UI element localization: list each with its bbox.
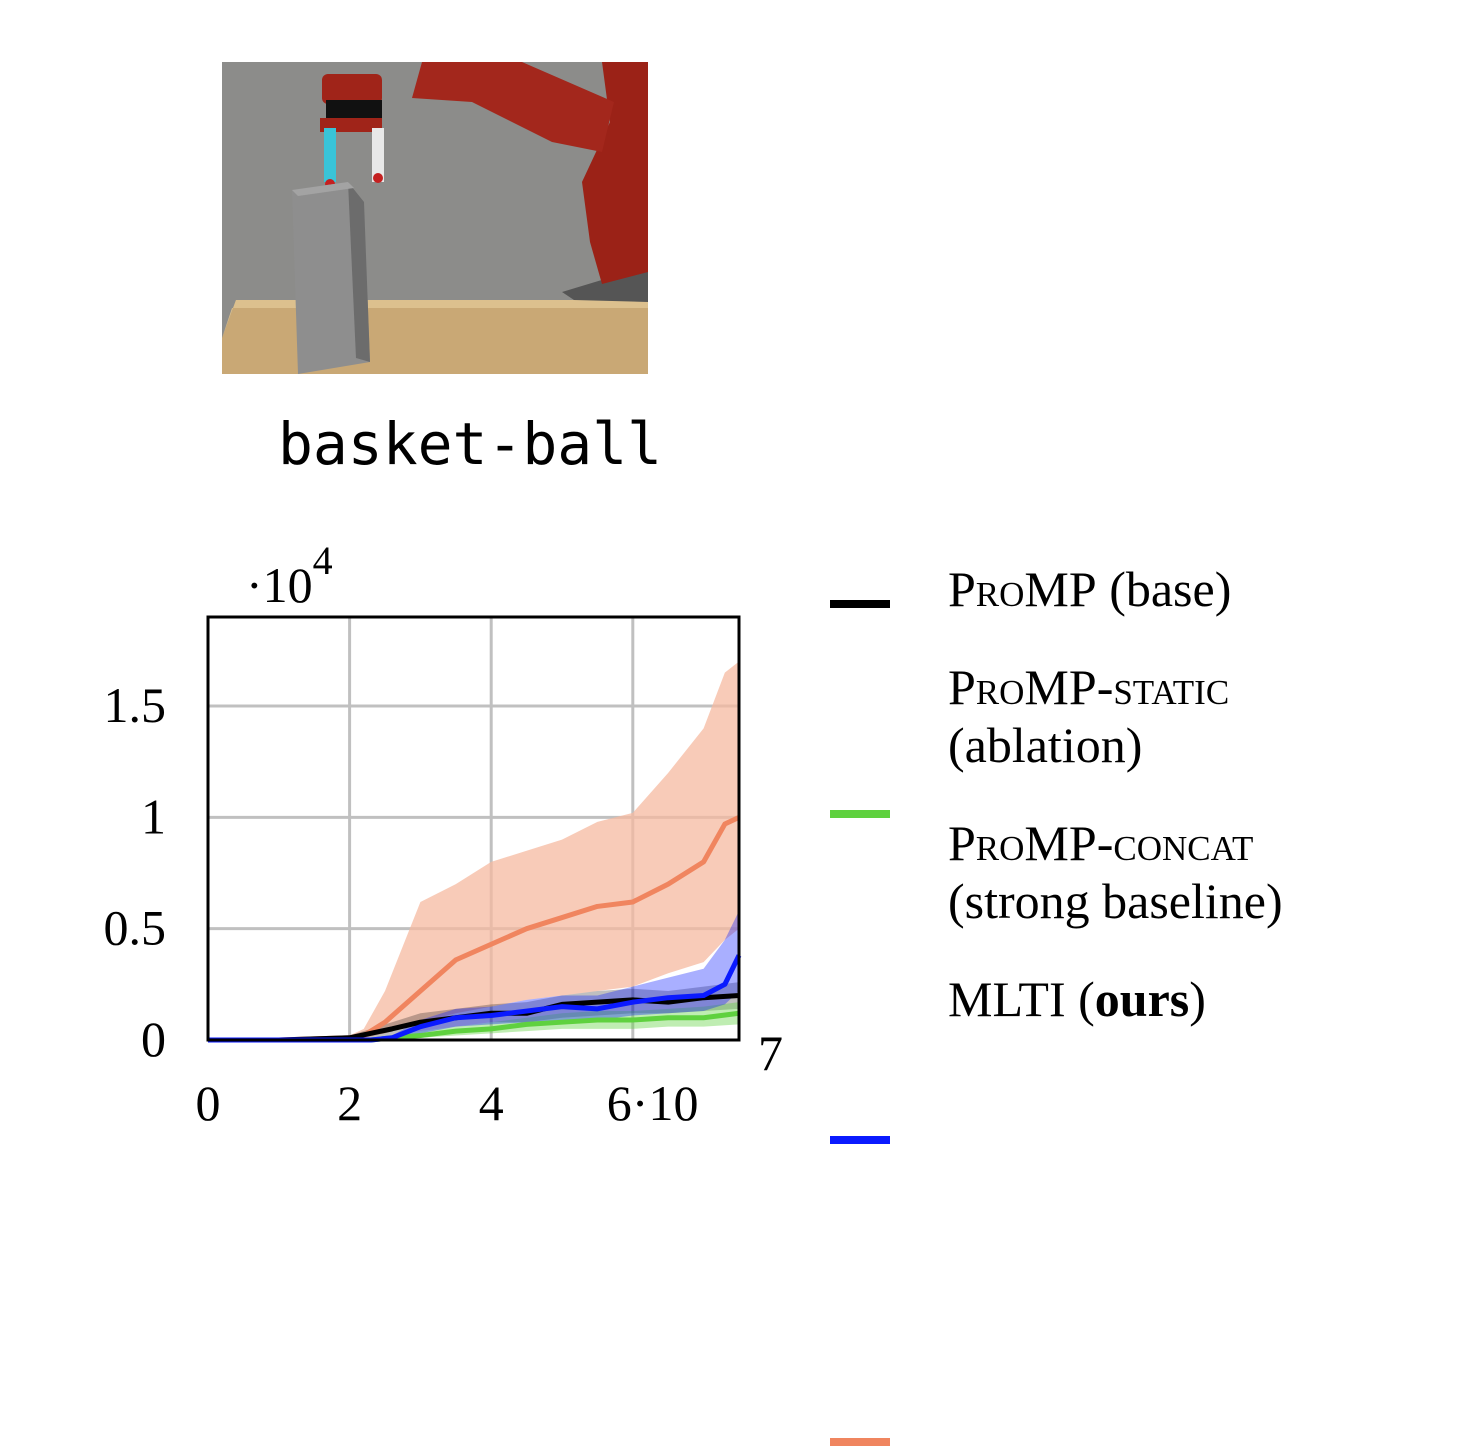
legend: ProMP (base) ProMP-static (ablation) Pro…	[820, 560, 1450, 1446]
legend-swatch-promp	[830, 600, 890, 608]
band-3	[208, 661, 739, 1040]
legend-ours: ours	[1094, 971, 1190, 1027]
variance-bands	[208, 661, 739, 1040]
x-exponent: 7	[758, 1025, 783, 1081]
legend-item-mlti: MLTI (ours)	[820, 970, 1450, 1446]
legend-item-concat: ProMP-concat (strong baseline)	[820, 814, 1450, 1144]
legend-swatch-static	[830, 810, 890, 818]
legend-swatch-concat	[830, 1136, 890, 1144]
plot-frame	[206, 615, 741, 1042]
y-multiplier: ·104	[246, 538, 333, 613]
band-1	[208, 1002, 739, 1040]
y-tick-label-0: 0	[141, 1011, 166, 1067]
x-tick-label-2: 4	[479, 1075, 504, 1131]
y-tick-label-2: 1	[141, 788, 166, 844]
legend-label-promp: ProMP	[948, 561, 1097, 617]
x-tick-label-3: 6·10	[607, 1075, 699, 1131]
legend-label-static: ProMP-static	[948, 659, 1230, 715]
legend-item-promp: ProMP (base)	[820, 560, 1450, 618]
tick-labels: 0 2 4 6·10 0 0.5 1 1.5	[104, 677, 699, 1131]
learning-curve-chart: 0 2 4 6·10 0 0.5 1 1.5 ·104 7	[104, 538, 784, 1131]
x-tick-label-0: 0	[196, 1075, 221, 1131]
band-0	[208, 982, 739, 1040]
task-title: basket-ball	[277, 410, 663, 478]
x-tick-label-1: 2	[337, 1075, 362, 1131]
legend-label-concat: ProMP-concat	[948, 815, 1254, 871]
legend-suffix-concat: (strong baseline)	[948, 873, 1283, 929]
legend-item-static: ProMP-static (ablation)	[820, 658, 1450, 818]
y-tick-label-1: 0.5	[104, 900, 167, 956]
y-tick-label-3: 1.5	[104, 677, 167, 733]
legend-label-mlti: MLTI	[948, 971, 1066, 1027]
legend-swatch-mlti	[830, 1438, 890, 1446]
robot-scene-image	[222, 62, 648, 374]
legend-suffix-static: (ablation)	[948, 717, 1143, 773]
legend-suffix-promp: (base)	[1096, 561, 1232, 617]
